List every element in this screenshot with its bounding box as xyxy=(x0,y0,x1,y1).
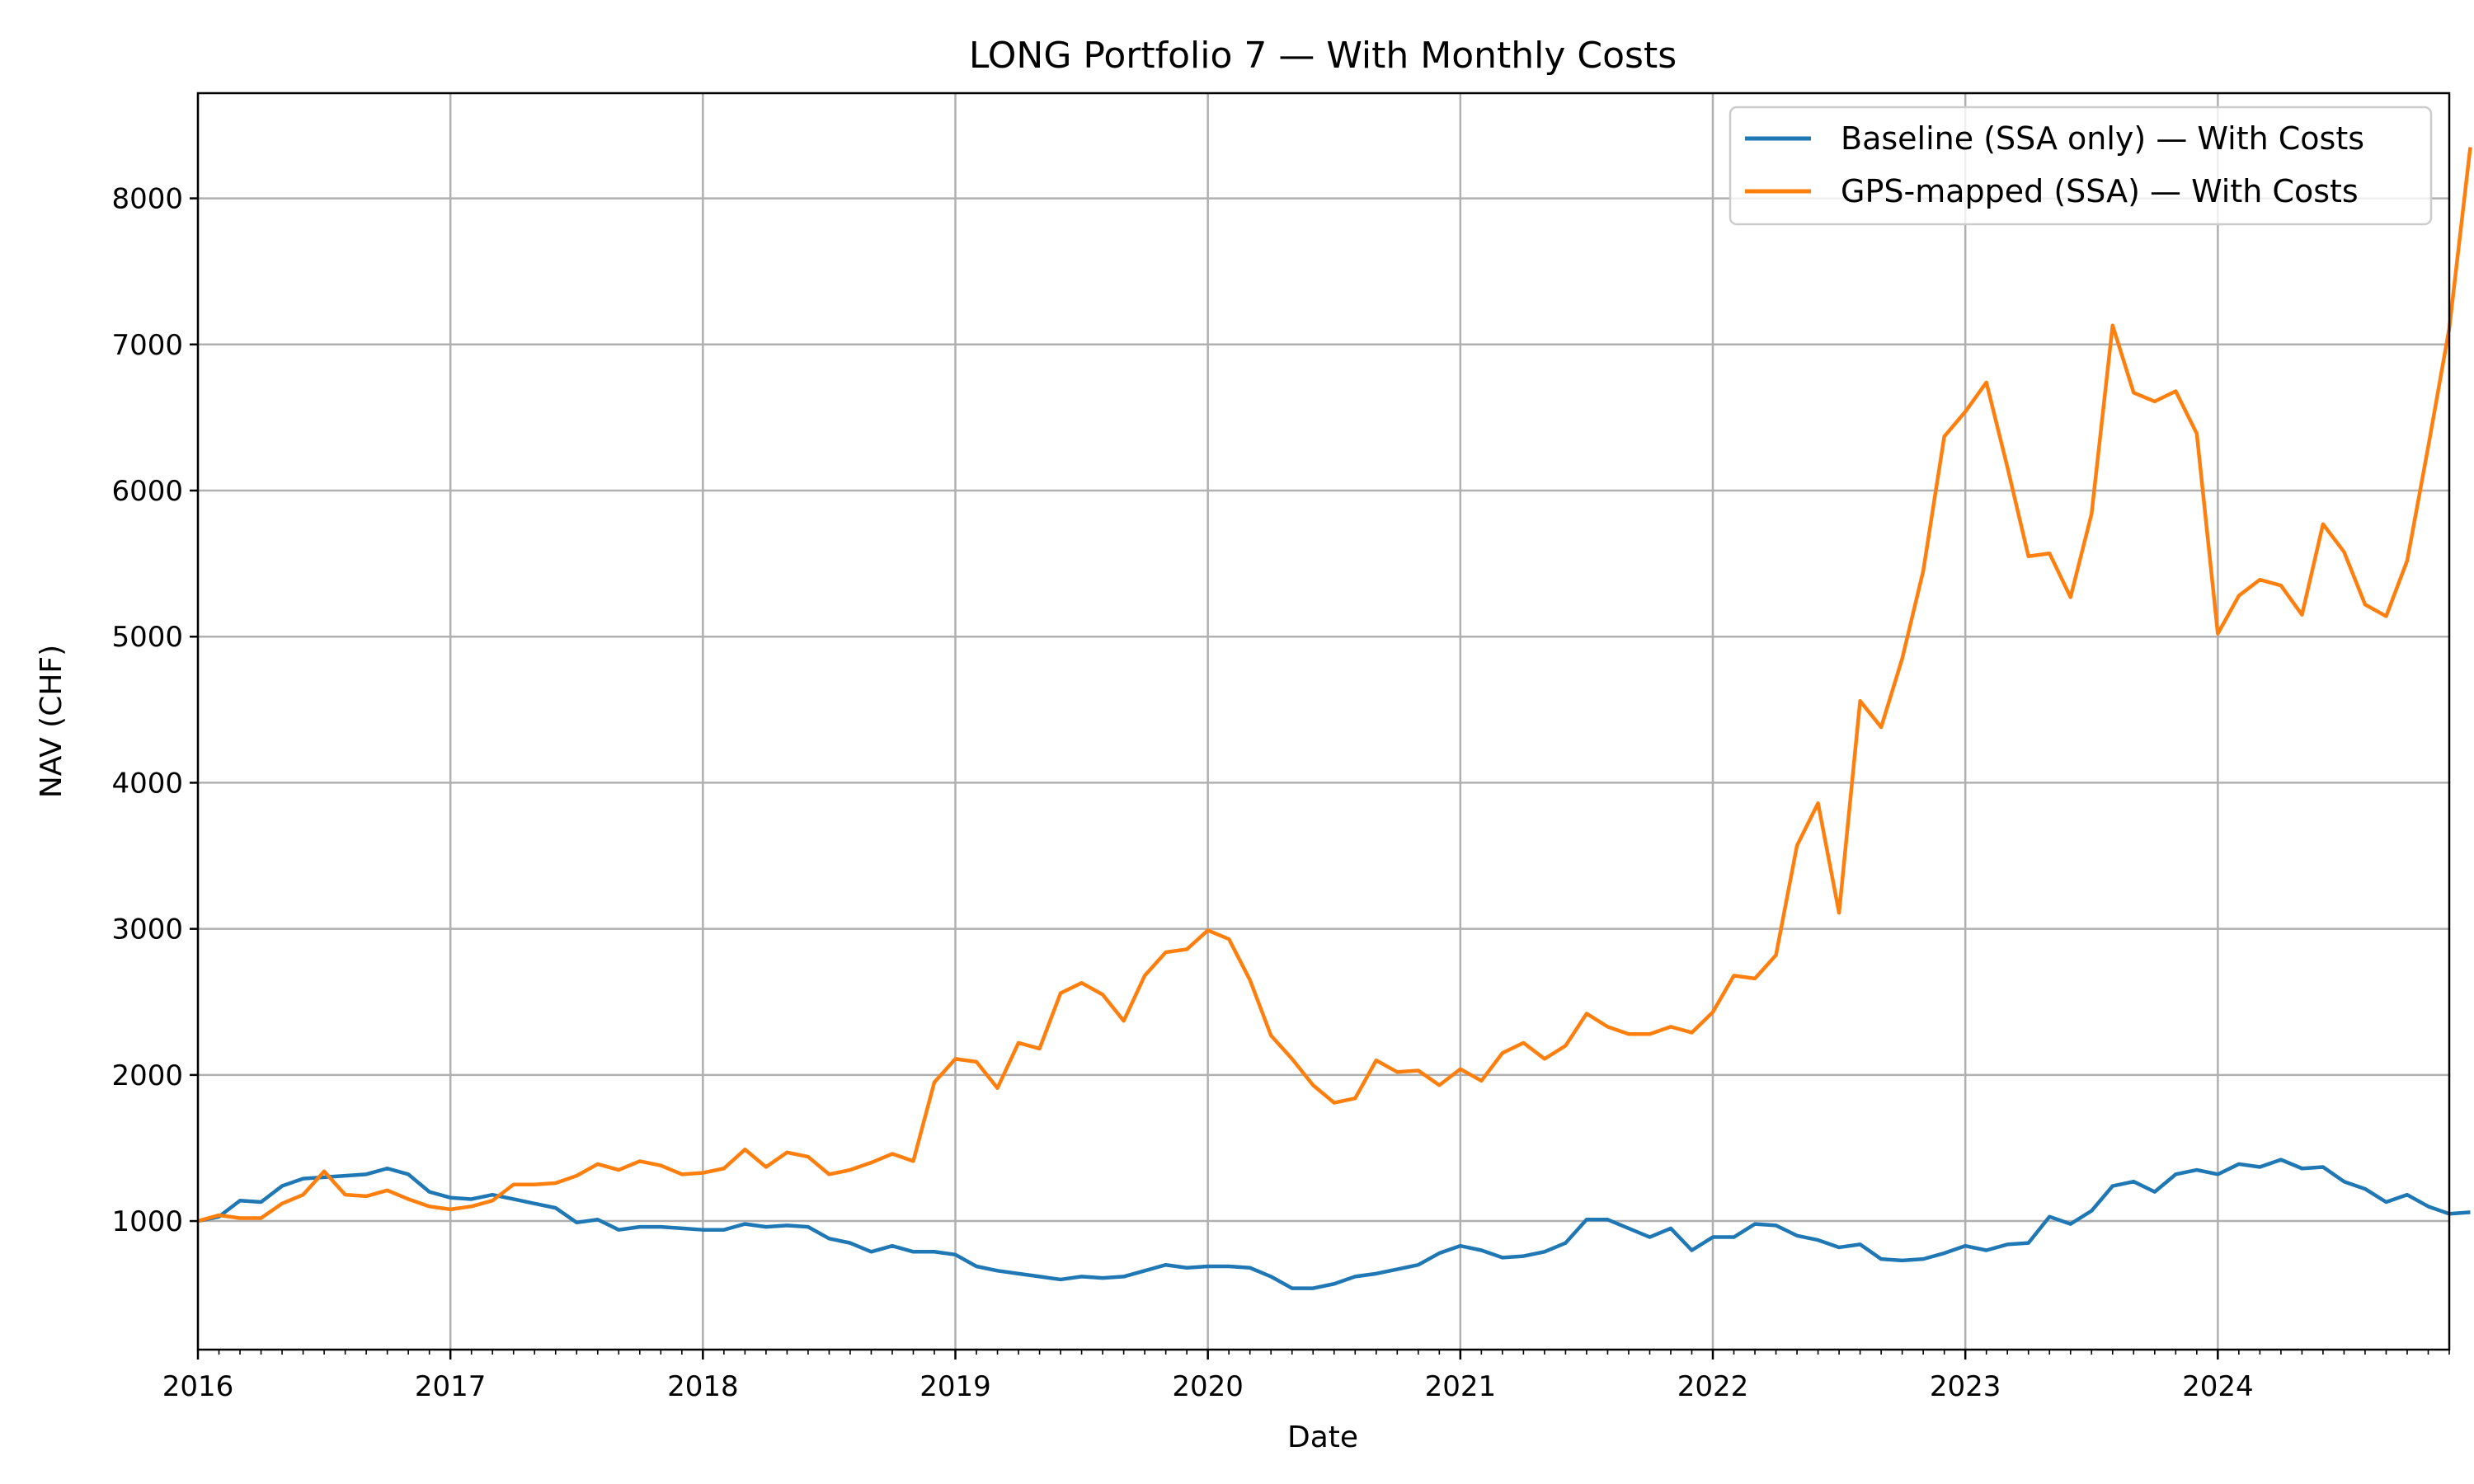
x-tick-label: 2023 xyxy=(1930,1370,2001,1403)
y-tick-label: 1000 xyxy=(111,1205,183,1238)
y-axis: 1000 2000 3000 4000 5000 6000 7000 8000 xyxy=(111,183,198,1238)
x-tick-label: 2021 xyxy=(1425,1370,1497,1403)
y-axis-label: NAV (CHF) xyxy=(35,645,68,798)
y-tick-label: 5000 xyxy=(111,621,183,654)
y-tick-label: 8000 xyxy=(111,183,183,216)
x-tick-label: 2018 xyxy=(667,1370,739,1403)
legend-label-baseline: Baseline (SSA only) — With Costs xyxy=(1841,120,2364,157)
x-tick-label: 2017 xyxy=(415,1370,487,1403)
series-line-gps-mapped xyxy=(197,147,2472,1223)
y-tick-label: 6000 xyxy=(111,475,183,508)
y-tick-label: 3000 xyxy=(111,913,183,946)
x-tick-label: 2020 xyxy=(1172,1370,1244,1403)
legend-box xyxy=(1729,106,2433,226)
chart-title: LONG Portfolio 7 — With Monthly Costs xyxy=(969,35,1677,77)
plot-frame xyxy=(196,92,2451,1351)
y-tick-label: 4000 xyxy=(111,767,183,800)
x-tick-label: 2022 xyxy=(1677,1370,1749,1403)
legend-label-gps-mapped: GPS-mapped (SSA) — With Costs xyxy=(1841,173,2359,209)
x-tick-label: 2024 xyxy=(2182,1370,2254,1403)
y-tick-label: 2000 xyxy=(111,1059,183,1092)
x-tick-label: 2016 xyxy=(162,1370,234,1403)
x-axis: 2016 2017 2018 2019 2020 2021 2022 2023 2024 xyxy=(162,1350,2450,1403)
y-tick-label: 7000 xyxy=(111,329,183,362)
x-tick-label: 2019 xyxy=(920,1370,991,1403)
series-lines xyxy=(197,147,2472,1290)
x-axis-label: Date xyxy=(1287,1421,1358,1454)
series-line-baseline xyxy=(197,1158,2471,1290)
legend: Baseline (SSA only) — With Costs GPS-map… xyxy=(1729,106,2433,226)
